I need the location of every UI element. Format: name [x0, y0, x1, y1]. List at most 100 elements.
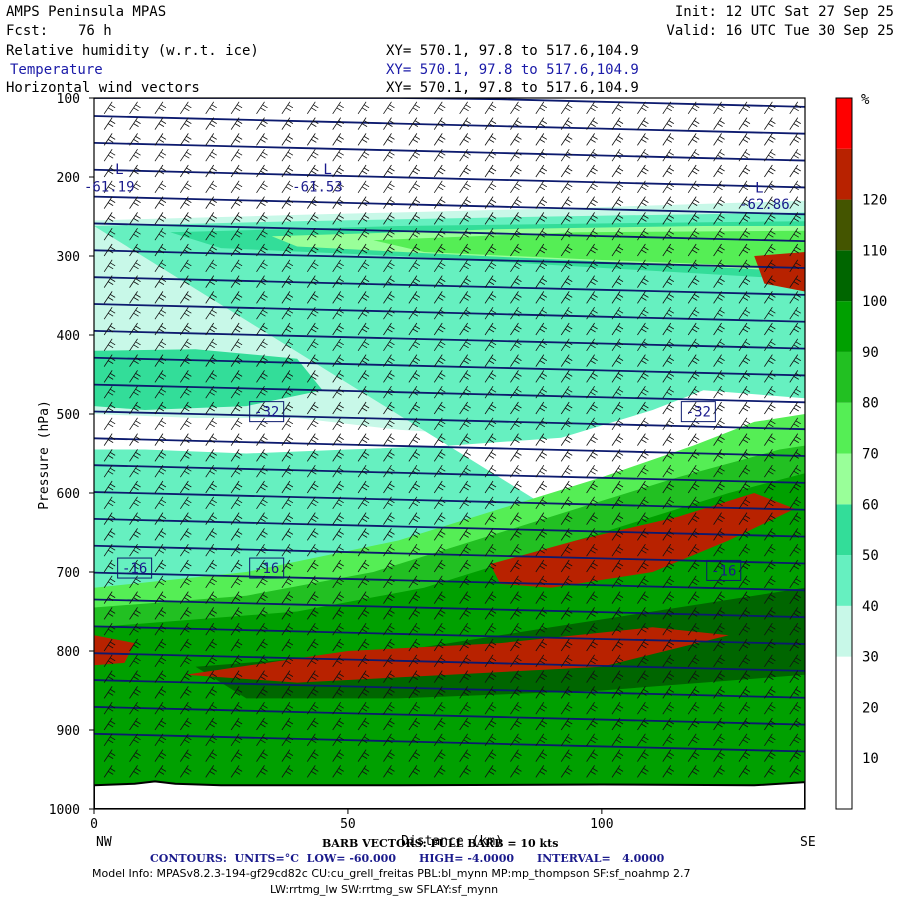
- wind-barb: [535, 575, 548, 589]
- wind-barb: [611, 464, 624, 478]
- wind-barb: [129, 528, 141, 541]
- wind-barb: [560, 480, 573, 494]
- wind-barb: [535, 701, 548, 715]
- wind-barb: [637, 227, 649, 241]
- wind-barb: [383, 101, 395, 115]
- wind-barb: [357, 117, 370, 130]
- wind-barb: [560, 101, 573, 115]
- wind-barb: [459, 480, 471, 494]
- wind-barb: [332, 622, 344, 636]
- wind-barb: [129, 464, 141, 478]
- wind-barb: [764, 259, 776, 273]
- wind-barb: [103, 480, 116, 494]
- wind-barb: [383, 464, 395, 478]
- wind-barb: [459, 259, 471, 273]
- wind-barb: [256, 654, 268, 668]
- wind-barb: [103, 117, 116, 130]
- wind-barb: [205, 117, 217, 130]
- wind-barb: [560, 591, 573, 604]
- wind-barb: [789, 433, 801, 446]
- wind-barb: [535, 733, 548, 747]
- wind-barb: [459, 322, 471, 336]
- model-title: AMPS Peninsula MPAS: [6, 4, 167, 20]
- wind-barb: [484, 622, 497, 636]
- wind-barb: [180, 528, 192, 541]
- wind-barb: [764, 291, 776, 304]
- wind-barb: [306, 528, 319, 541]
- wind-barb: [306, 733, 319, 747]
- wind-barb: [789, 686, 801, 699]
- wind-barb: [789, 180, 801, 194]
- wind-barb: [205, 101, 217, 115]
- wind-barb: [662, 670, 675, 683]
- wind-barb: [662, 385, 675, 399]
- wind-barb: [510, 717, 522, 731]
- wind-barb: [738, 607, 751, 620]
- wind-barb: [586, 338, 598, 352]
- wind-barb: [129, 133, 141, 146]
- field-xy-wind: XY= 570.1, 97.8 to 517.6,104.9: [386, 80, 639, 96]
- wind-barb: [433, 607, 446, 620]
- wind-barb: [205, 480, 217, 494]
- wind-barb: [180, 385, 192, 399]
- wind-barb: [180, 212, 192, 225]
- wind-barb: [738, 370, 751, 383]
- wind-barb: [586, 275, 598, 288]
- model-info: Model Info: MPASv8.2.3-194-gf29cd82c CU:…: [92, 867, 691, 880]
- wind-barb: [637, 275, 649, 288]
- wind-barb: [764, 733, 776, 747]
- wind-barb: [383, 401, 395, 415]
- wind-barb: [484, 354, 497, 367]
- wind-barb: [256, 464, 268, 478]
- wind-barb: [560, 638, 573, 652]
- wind-barb: [154, 338, 167, 352]
- wind-barb: [433, 701, 446, 715]
- wind-barb: [180, 449, 192, 462]
- wind-barb: [180, 401, 192, 415]
- wind-barb: [789, 575, 801, 589]
- wind-barb: [510, 212, 522, 225]
- wind-barb: [459, 686, 471, 699]
- wind-barb: [357, 148, 370, 162]
- wind-barb: [408, 370, 421, 383]
- wind-barb: [764, 591, 776, 604]
- wind-barb: [764, 480, 776, 494]
- wind-barb: [713, 638, 725, 652]
- wind-barb: [611, 385, 624, 399]
- colorbar-tick-label: 120: [862, 193, 887, 209]
- wind-barb: [662, 401, 675, 415]
- wind-barb: [433, 275, 446, 288]
- wind-barb: [510, 749, 522, 762]
- wind-barb: [383, 212, 395, 225]
- wind-barb: [306, 654, 319, 668]
- wind-barb: [129, 164, 141, 178]
- wind-barb: [383, 148, 395, 162]
- wind-barb: [560, 117, 573, 130]
- wind-barb: [535, 433, 548, 446]
- wind-barb: [687, 464, 700, 478]
- wind-barb: [408, 243, 421, 257]
- wind-barb: [764, 607, 776, 620]
- wind-barb: [306, 480, 319, 494]
- wind-barb: [637, 622, 649, 636]
- wind-barb: [357, 480, 370, 494]
- wind-barb: [408, 401, 421, 415]
- wind-barb: [510, 291, 522, 304]
- wind-barb: [281, 654, 294, 668]
- wind-barb: [662, 496, 675, 510]
- wind-barb: [510, 591, 522, 604]
- wind-barb: [510, 449, 522, 462]
- wind-barb: [713, 227, 725, 241]
- wind-barb: [256, 354, 268, 367]
- wind-barb: [180, 196, 192, 209]
- wind-barb: [408, 480, 421, 494]
- wind-barb: [205, 733, 217, 747]
- wind-barb: [510, 180, 522, 194]
- wind-barb: [281, 686, 294, 699]
- wind-barb: [789, 385, 801, 399]
- wind-barb: [738, 148, 751, 162]
- wind-barb: [738, 575, 751, 589]
- wind-barb: [129, 322, 141, 336]
- contour-label: -61.53: [292, 179, 343, 195]
